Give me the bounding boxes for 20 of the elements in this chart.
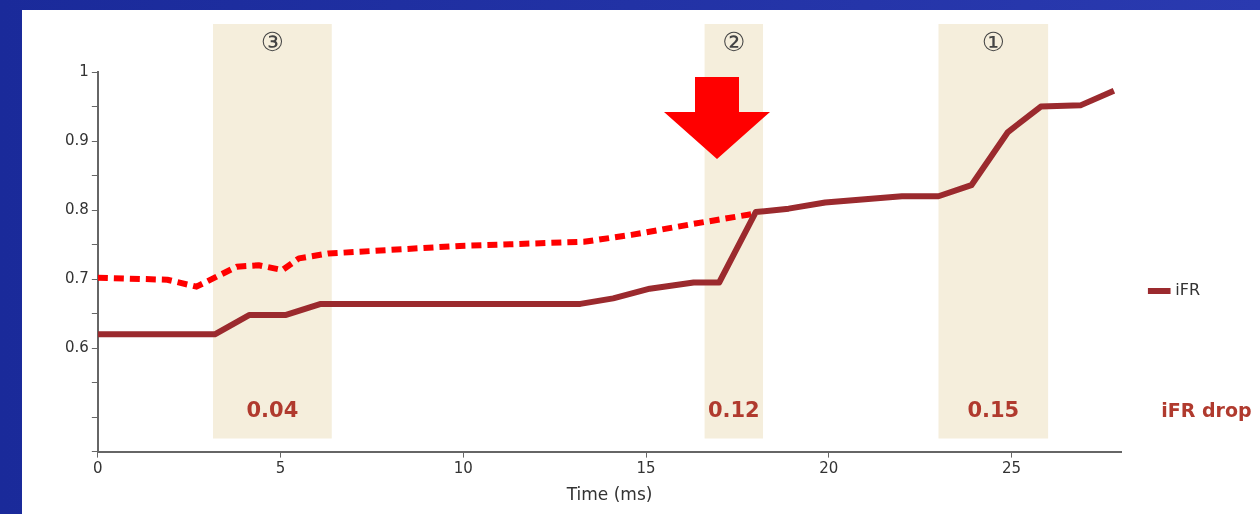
y-tick-label: 0.9 bbox=[65, 130, 89, 149]
legend-label: iFR bbox=[1175, 280, 1200, 300]
band-label: ② bbox=[722, 26, 746, 57]
annotation: 0.12 bbox=[707, 398, 760, 423]
x-tick-label: 25 bbox=[1002, 459, 1022, 478]
x-tick-label: 20 bbox=[819, 459, 839, 478]
y-tick-label: 0.8 bbox=[65, 199, 89, 218]
text: iFR drop bbox=[1161, 398, 1252, 421]
annotation: 0.15 bbox=[967, 398, 1020, 423]
x-tick-label: 5 bbox=[275, 459, 286, 478]
band-label: ① bbox=[981, 26, 1005, 57]
y-tick-label: 0.7 bbox=[65, 268, 89, 287]
y-tick-label: 0.6 bbox=[65, 337, 89, 356]
x-tick-label: 15 bbox=[636, 459, 656, 478]
x-tick-label: 10 bbox=[453, 459, 473, 478]
x-tick-label: 0 bbox=[93, 459, 103, 478]
annotation: 0.04 bbox=[246, 398, 299, 423]
band-label: ③ bbox=[260, 26, 285, 57]
y-tick-label: 1 bbox=[79, 61, 89, 80]
x-axis-title: Time (ms) bbox=[565, 484, 653, 505]
